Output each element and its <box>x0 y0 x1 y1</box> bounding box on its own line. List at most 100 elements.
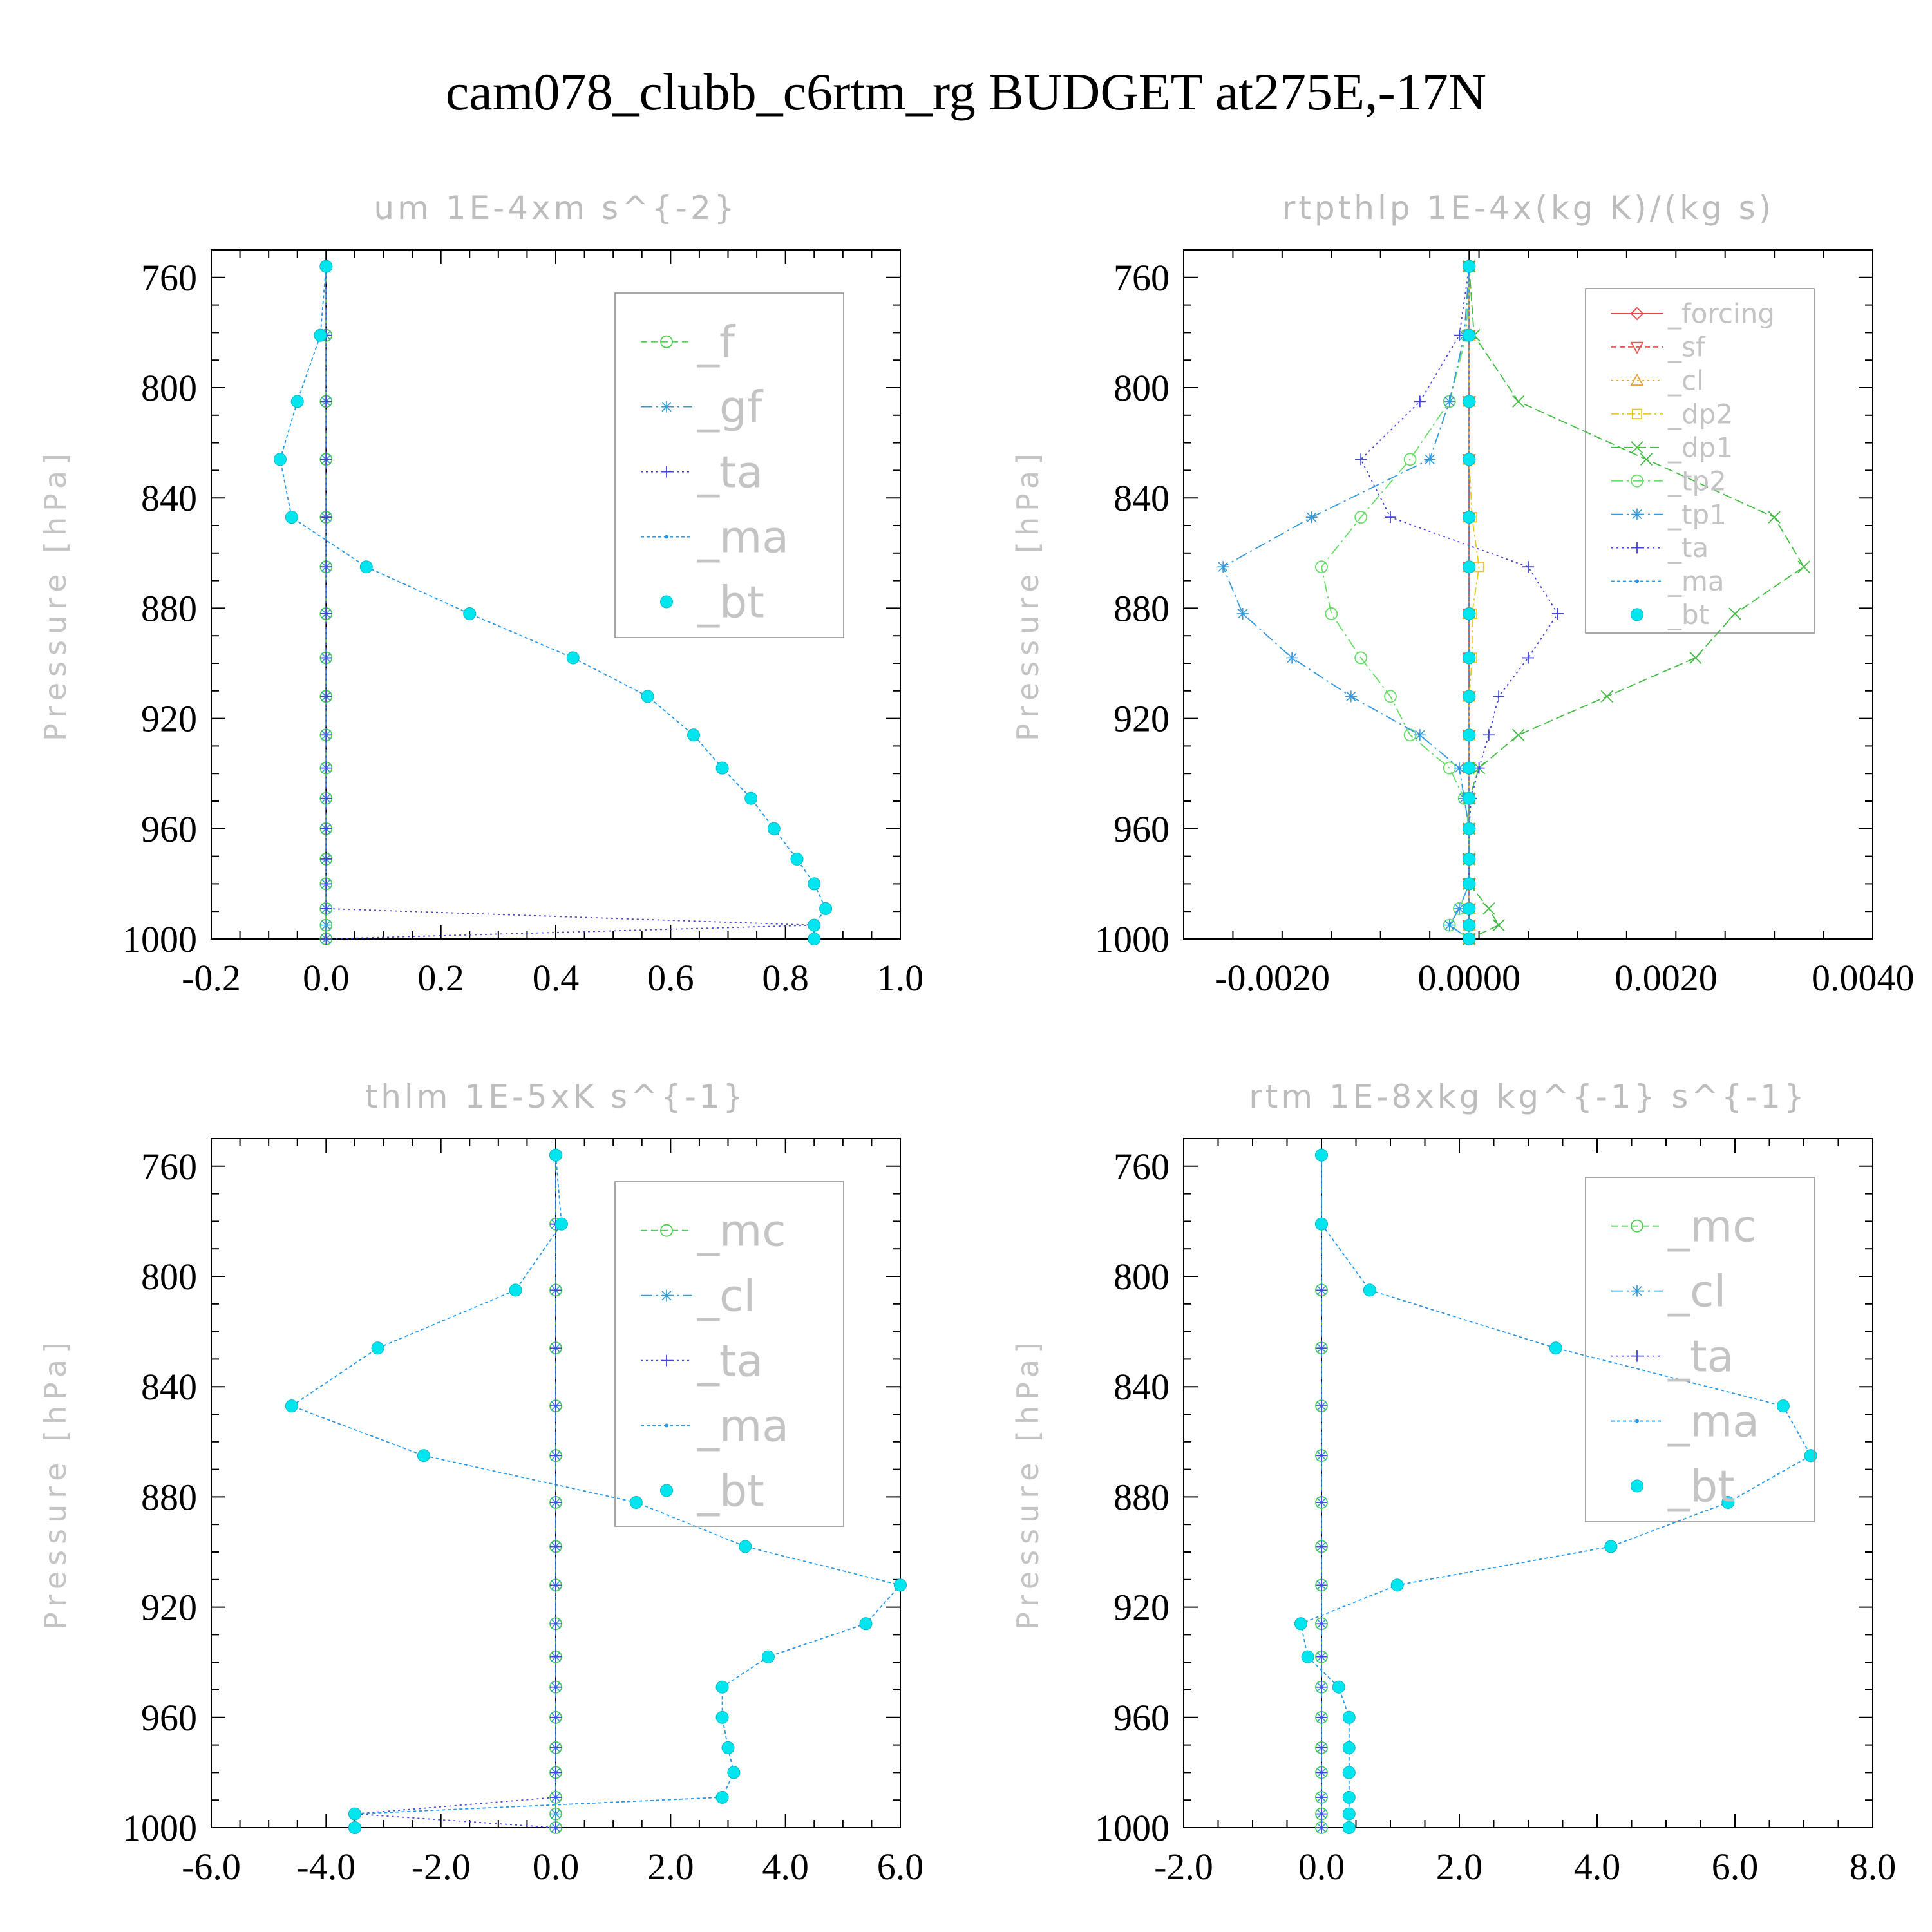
data-point <box>1463 902 1476 915</box>
data-point <box>550 1400 562 1412</box>
data-point <box>1482 729 1495 741</box>
series-line <box>1468 266 1805 940</box>
data-point <box>1463 822 1476 835</box>
series-bt <box>1463 260 1476 945</box>
data-point <box>1236 607 1249 620</box>
plot-frame <box>1183 1138 1873 1828</box>
y-axis-label: Pressure [hPa] <box>1010 1336 1045 1630</box>
legend-entry: _bt <box>697 577 764 628</box>
data-point <box>320 453 332 466</box>
data-point <box>1768 511 1781 524</box>
data-point <box>320 792 332 804</box>
data-point <box>1315 1148 1328 1162</box>
legend-box <box>614 292 844 638</box>
data-point <box>550 1342 562 1354</box>
data-point <box>1217 561 1229 573</box>
legend-marker <box>1631 542 1643 554</box>
data-point <box>1316 1808 1327 1820</box>
series-ta <box>1355 260 1564 945</box>
data-point <box>1385 511 1396 524</box>
data-point <box>1316 1651 1327 1663</box>
data-point <box>371 1341 384 1355</box>
y-tick-label: 920 <box>141 1587 197 1629</box>
data-point <box>320 853 332 865</box>
data-point <box>1493 690 1505 703</box>
data-point <box>1797 560 1810 573</box>
legend-marker <box>665 535 668 539</box>
data-point <box>687 728 700 742</box>
y-tick-label: 760 <box>141 257 197 299</box>
legend-marker <box>660 335 673 348</box>
legend-entry: _dp2 <box>1667 398 1733 430</box>
data-point <box>550 1741 562 1754</box>
x-tick-label: 0.6 <box>647 957 694 999</box>
data-point <box>319 260 333 273</box>
data-point <box>550 1284 562 1296</box>
data-point <box>320 729 332 741</box>
y-tick-label: 760 <box>1113 1146 1170 1188</box>
y-tick-label: 880 <box>1113 1476 1170 1518</box>
data-point <box>1325 607 1338 620</box>
data-point <box>1390 1578 1404 1592</box>
series-ma <box>289 1153 902 1830</box>
data-point <box>1316 1450 1327 1462</box>
data-point <box>1315 1217 1328 1231</box>
data-point <box>509 1283 522 1297</box>
x-tick-label: 0.4 <box>533 957 580 999</box>
data-point <box>1316 1540 1327 1553</box>
x-tick-label: 0.8 <box>762 957 809 999</box>
y-tick-label: 920 <box>141 698 197 740</box>
series-ma <box>1298 1153 1813 1830</box>
series-ta <box>320 260 820 945</box>
data-point <box>767 822 781 835</box>
data-point <box>1454 902 1465 914</box>
data-point <box>819 902 833 915</box>
data-point <box>1342 1807 1356 1821</box>
data-point <box>1512 395 1525 408</box>
data-point <box>1689 651 1702 665</box>
series-line <box>1321 266 1470 940</box>
data-point <box>1316 1579 1327 1591</box>
legend-entry: _tp2 <box>1667 465 1727 497</box>
legend-marker <box>1635 1419 1639 1423</box>
data-point <box>554 1217 568 1231</box>
legend-entry: _dp1 <box>1667 431 1733 463</box>
data-point <box>1342 1710 1356 1724</box>
x-tick-label: 0.2 <box>417 957 464 999</box>
data-point <box>1316 1400 1327 1412</box>
y-axis-label: Pressure [hPa] <box>1010 448 1045 741</box>
legend-entry: _ta <box>697 1336 763 1387</box>
legend-entry: _ta <box>1667 1331 1734 1382</box>
x-tick-label: 4.0 <box>1574 1846 1621 1888</box>
data-point <box>715 1680 729 1694</box>
legend-entry: _mc <box>697 1206 786 1257</box>
data-point <box>1316 1496 1327 1508</box>
data-point <box>1443 919 1455 931</box>
data-point <box>1316 1618 1327 1630</box>
data-point <box>1463 852 1476 866</box>
data-point <box>1463 933 1476 945</box>
y-axis-label: Pressure [hPa] <box>38 448 73 741</box>
data-point <box>715 1790 729 1804</box>
legend-entry: _bt <box>697 1466 764 1517</box>
x-tick-label: 2.0 <box>647 1846 694 1888</box>
data-point <box>1463 511 1476 524</box>
data-point <box>1414 395 1426 408</box>
data-point <box>1604 1540 1618 1553</box>
data-point <box>550 1651 562 1663</box>
legend-entry: _bt <box>1667 599 1709 630</box>
series-line <box>1468 266 1480 939</box>
legend-marker <box>1630 307 1644 321</box>
panel-rtm: rtm 1E-8xkg kg^{-1} s^{-1} Pressure [hPa]… <box>1010 1078 1896 1888</box>
x-tick-label: 6.0 <box>1712 1846 1759 1888</box>
data-point <box>1463 728 1476 742</box>
data-point <box>808 918 821 932</box>
data-point <box>1316 1822 1327 1833</box>
data-point <box>1728 607 1741 620</box>
data-point <box>629 1495 643 1509</box>
y-tick-label: 920 <box>1113 698 1170 740</box>
legend-marker <box>1631 1350 1643 1362</box>
data-point <box>1512 728 1525 741</box>
data-point <box>320 822 332 835</box>
data-point <box>1551 607 1564 620</box>
